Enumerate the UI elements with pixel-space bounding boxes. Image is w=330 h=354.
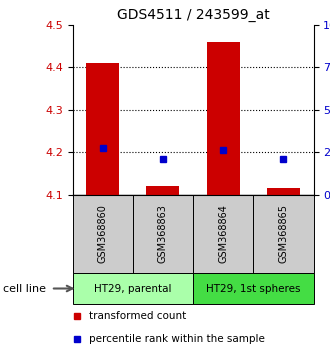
Bar: [193, 195, 253, 273]
Bar: [73, 273, 193, 304]
Text: transformed count: transformed count: [89, 311, 187, 321]
Bar: [193, 273, 314, 304]
Bar: [207, 42, 240, 195]
Text: percentile rank within the sample: percentile rank within the sample: [89, 334, 265, 344]
Text: GSM368860: GSM368860: [98, 204, 108, 263]
Text: HT29, parental: HT29, parental: [94, 284, 172, 293]
Bar: [86, 63, 119, 195]
Bar: [253, 195, 314, 273]
Bar: [147, 186, 180, 195]
Bar: [267, 188, 300, 195]
Text: HT29, 1st spheres: HT29, 1st spheres: [206, 284, 301, 293]
Text: GSM368865: GSM368865: [279, 204, 288, 263]
Bar: [133, 195, 193, 273]
Bar: [73, 195, 133, 273]
Text: cell line: cell line: [3, 284, 46, 293]
Title: GDS4511 / 243599_at: GDS4511 / 243599_at: [117, 8, 269, 22]
Text: GSM368864: GSM368864: [218, 204, 228, 263]
Text: GSM368863: GSM368863: [158, 204, 168, 263]
